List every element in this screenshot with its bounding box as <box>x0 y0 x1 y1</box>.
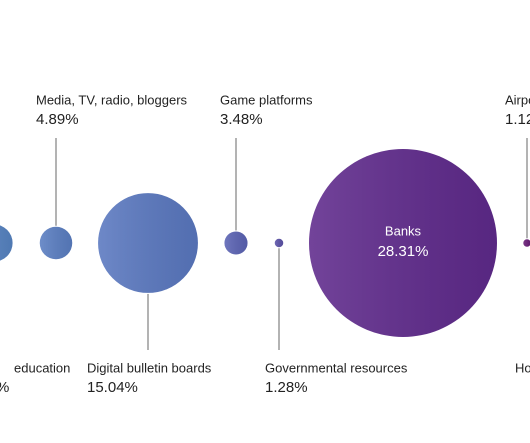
category-label: Airpo <box>505 92 530 107</box>
value-label: 1.12 <box>505 111 530 128</box>
bubble-shade <box>274 238 284 248</box>
category-label: Governmental resources <box>265 360 408 375</box>
category-label: Digital bulletin boards <box>87 360 212 375</box>
bubble-shade <box>39 226 73 260</box>
value-label: 15.04% <box>87 379 138 396</box>
bubble-shade <box>0 225 13 261</box>
category-label: Media, TV, radio, bloggers <box>36 92 188 107</box>
bubble-shade <box>224 231 248 255</box>
category-label: Ho <box>515 360 530 375</box>
bubble-shade <box>523 239 530 247</box>
value-label: 4.89% <box>36 111 79 128</box>
value-label: % <box>0 379 9 396</box>
category-label: Banks <box>385 223 422 238</box>
value-label: 3.48% <box>220 111 263 128</box>
bubble-shade <box>98 193 198 293</box>
bubble-shade <box>309 149 497 337</box>
value-label: 28.31% <box>378 243 429 260</box>
category-label: education <box>14 360 70 375</box>
category-label: Game platforms <box>220 92 313 107</box>
value-label: 1.28% <box>265 379 308 396</box>
